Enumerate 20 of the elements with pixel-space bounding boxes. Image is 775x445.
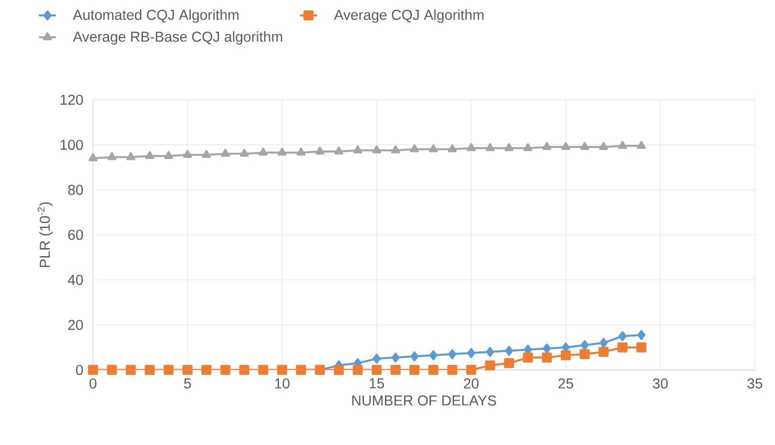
x-tick-label: 5 [184,378,191,388]
y-tick-label: 120 [60,94,83,105]
y-tick-label: 80 [68,184,83,195]
x-tick-label: 35 [747,378,762,389]
legend-label: Average CQJ Algorithm [334,9,484,23]
y-tick-label: 0 [76,364,83,375]
y-axis-title: PLR (10$^{-2}$) [38,202,53,268]
y-tick-label: 40 [68,274,83,285]
y-tick-label: 60 [68,230,83,240]
y-tick-label: 20 [68,320,83,330]
x-axis-title: NUMBER OF DELAYS [352,395,496,406]
legend-label: Automated CQJ Algorithm [72,9,239,23]
x-tick-label: 20 [464,378,479,389]
x-tick-label: 10 [275,378,290,389]
legend-label: Average RB-Base CQJ algorithm [72,31,282,45]
y-tick-label: 100 [60,140,83,150]
x-tick-label: 25 [558,378,574,389]
x-tick-label: 0 [90,378,96,389]
x-tick-label: 30 [652,378,668,389]
x-tick-label: 15 [370,378,384,388]
